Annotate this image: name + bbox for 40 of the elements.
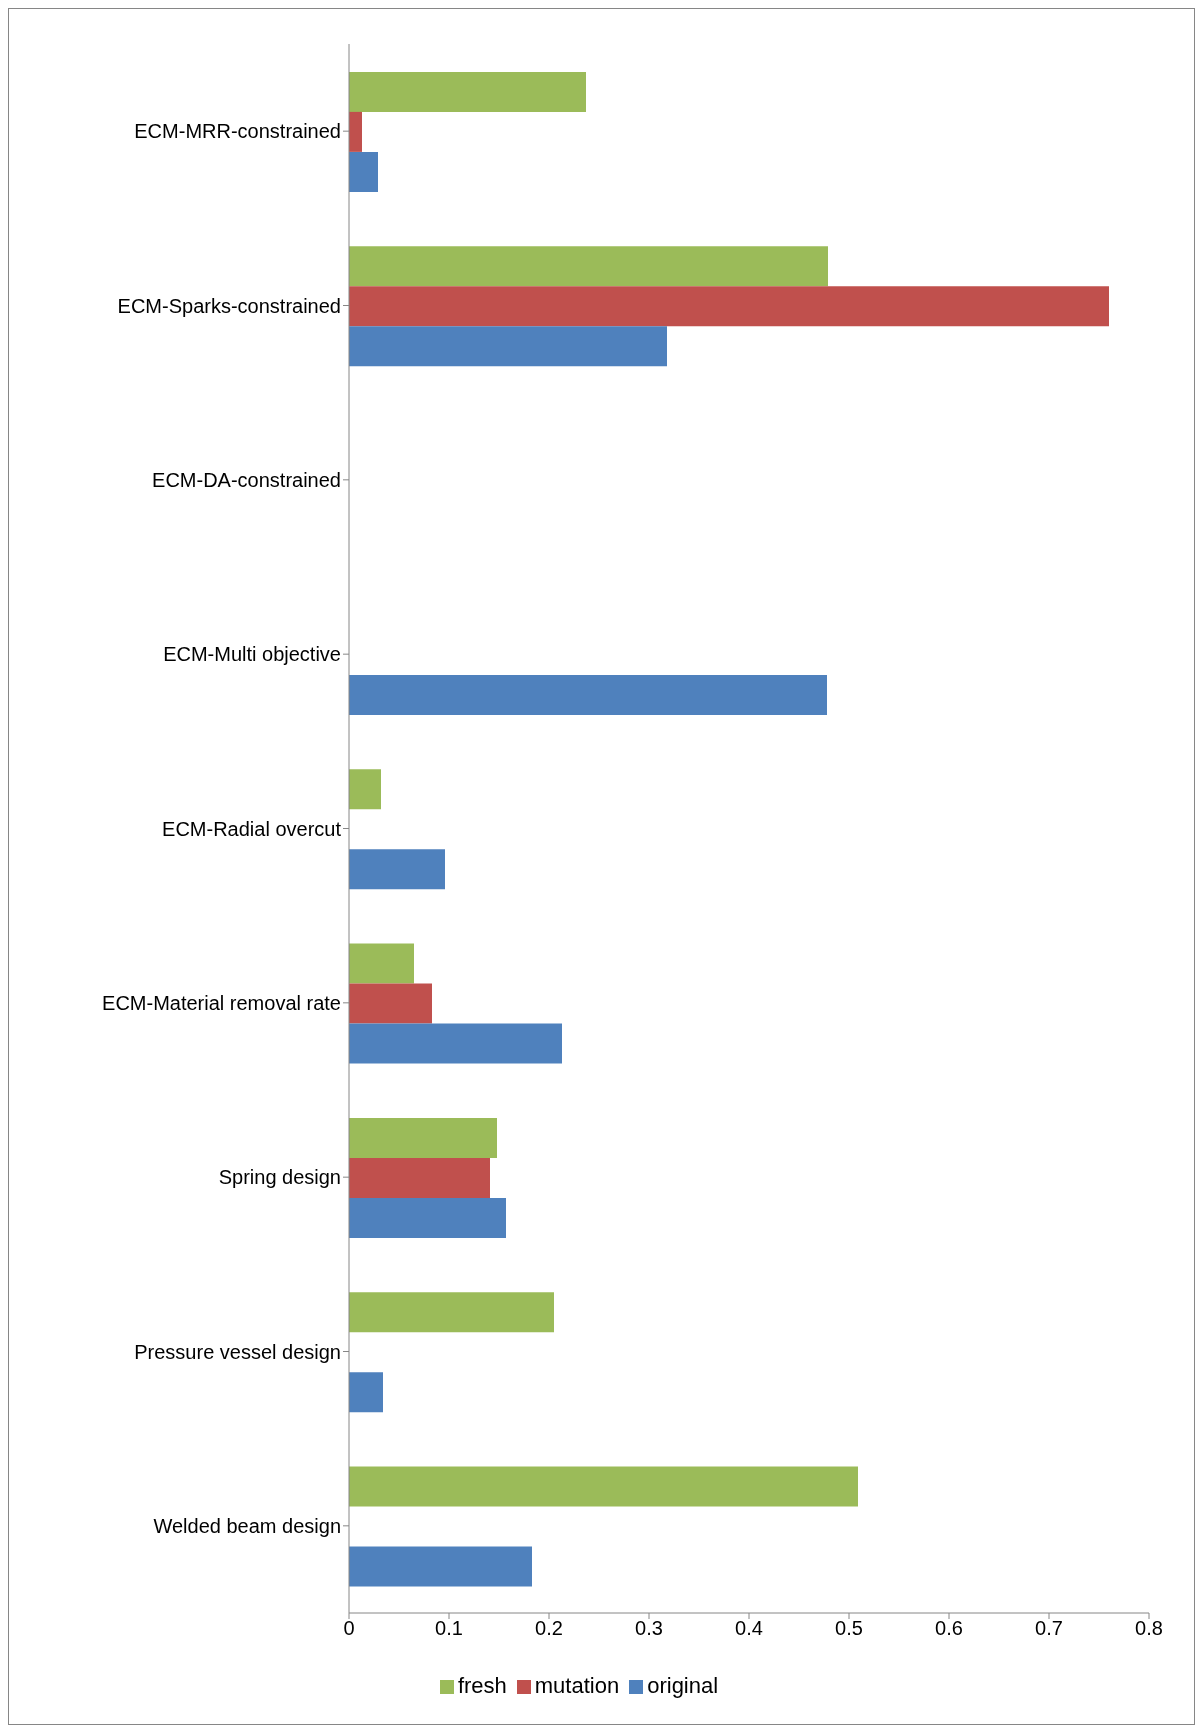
bar [349,943,414,984]
bar [349,769,381,810]
y-tick-label: ECM-Sparks-constrained [117,294,341,317]
x-tick-label: 0.1 [435,1617,463,1640]
x-tick-label: 0.7 [1035,1617,1063,1640]
legend-label: fresh [457,1673,507,1698]
y-tick-label: Pressure vessel design [134,1340,341,1363]
y-tick-label: ECM-MRR-constrained [134,120,341,143]
bar [349,111,362,152]
legend-label: original [647,1673,719,1698]
y-tick-label: ECM-Multi objective [163,643,341,666]
bar [349,326,667,367]
bar [349,1157,490,1198]
y-tick-label: Spring design [218,1166,341,1189]
x-tick-label: 0.2 [535,1617,563,1640]
y-tick-label: ECM-Material removal rate [102,991,341,1014]
bar [349,849,445,890]
y-tick-label: Welded beam design [153,1514,341,1537]
legend-label: mutation [534,1673,620,1698]
bar [349,151,378,192]
y-tick-label: ECM-Radial overcut [162,817,342,840]
bar [349,1292,554,1333]
x-tick-label: 0.5 [835,1617,863,1640]
y-tick-label: ECM-DA-constrained [152,468,341,491]
bar [349,1466,858,1507]
bar [349,1546,532,1587]
bar [349,246,828,287]
x-tick-label: 0.4 [735,1617,763,1640]
bar [349,286,1109,327]
x-tick-label: 0.3 [635,1617,663,1640]
x-tick-label: 0.8 [1135,1617,1163,1640]
bar [349,1372,383,1413]
bar [349,674,827,715]
bar [349,1117,497,1158]
bar [349,983,432,1024]
x-tick-label: 0 [343,1617,355,1640]
bar [349,1197,506,1238]
bar [349,71,586,112]
bar [349,1023,562,1064]
x-tick-label: 0.6 [935,1617,963,1640]
